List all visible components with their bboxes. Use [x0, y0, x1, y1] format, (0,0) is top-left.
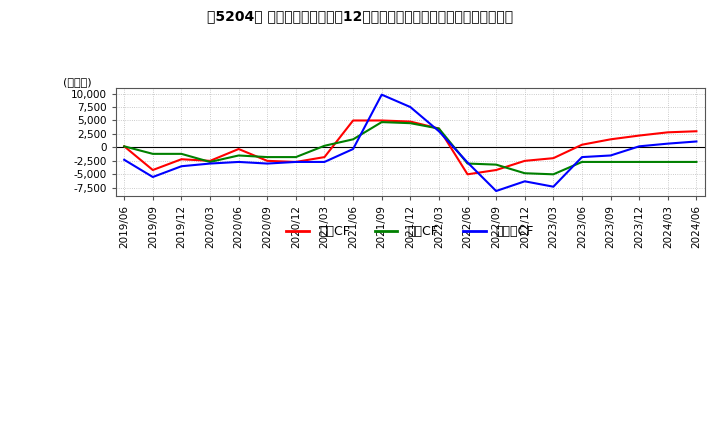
投資CF: [206, 159, 215, 165]
営業CF: [549, 155, 558, 161]
営業CF: [492, 167, 500, 172]
フリーCF: [263, 161, 271, 166]
営業CF: [177, 157, 186, 162]
投資CF: [492, 162, 500, 167]
フリーCF: [577, 154, 586, 160]
フリーCF: [635, 144, 644, 149]
営業CF: [234, 147, 243, 152]
営業CF: [577, 142, 586, 147]
投資CF: [234, 153, 243, 158]
フリーCF: [492, 188, 500, 194]
フリーCF: [692, 139, 701, 144]
フリーCF: [549, 184, 558, 189]
フリーCF: [664, 141, 672, 146]
フリーCF: [463, 160, 472, 165]
投資CF: [177, 151, 186, 157]
投資CF: [348, 137, 357, 142]
Line: 投資CF: 投資CF: [125, 122, 696, 174]
フリーCF: [521, 179, 529, 184]
営業CF: [377, 118, 386, 123]
営業CF: [348, 118, 357, 123]
投資CF: [377, 120, 386, 125]
フリーCF: [206, 161, 215, 166]
投資CF: [549, 172, 558, 177]
営業CF: [435, 126, 444, 131]
フリーCF: [406, 104, 415, 110]
営業CF: [263, 158, 271, 164]
Line: フリーCF: フリーCF: [125, 95, 696, 191]
フリーCF: [348, 147, 357, 152]
投資CF: [320, 143, 329, 148]
営業CF: [664, 130, 672, 135]
営業CF: [692, 128, 701, 134]
投資CF: [435, 126, 444, 131]
フリーCF: [377, 92, 386, 97]
投資CF: [664, 159, 672, 165]
営業CF: [148, 167, 157, 172]
投資CF: [463, 161, 472, 166]
投資CF: [406, 121, 415, 126]
フリーCF: [320, 159, 329, 165]
フリーCF: [292, 159, 300, 165]
投資CF: [120, 144, 129, 149]
営業CF: [635, 133, 644, 138]
フリーCF: [148, 174, 157, 180]
Text: 【5204】 キャッシュフローの12か月移動合計の対前年同期増減額の推移: 【5204】 キャッシュフローの12か月移動合計の対前年同期増減額の推移: [207, 9, 513, 23]
フリーCF: [120, 157, 129, 162]
投資CF: [577, 159, 586, 165]
投資CF: [148, 151, 157, 157]
営業CF: [120, 144, 129, 149]
フリーCF: [606, 153, 615, 158]
Legend: 営業CF, 投資CF, フリーCF: 営業CF, 投資CF, フリーCF: [282, 220, 539, 243]
営業CF: [206, 158, 215, 164]
投資CF: [292, 154, 300, 160]
投資CF: [606, 159, 615, 165]
フリーCF: [234, 159, 243, 165]
営業CF: [320, 154, 329, 160]
営業CF: [406, 119, 415, 124]
Line: 営業CF: 営業CF: [125, 121, 696, 174]
フリーCF: [435, 128, 444, 134]
投資CF: [263, 154, 271, 160]
フリーCF: [177, 164, 186, 169]
投資CF: [692, 159, 701, 165]
営業CF: [606, 137, 615, 142]
営業CF: [292, 159, 300, 165]
投資CF: [521, 171, 529, 176]
投資CF: [635, 159, 644, 165]
営業CF: [463, 172, 472, 177]
Text: (百万円): (百万円): [63, 77, 91, 87]
営業CF: [521, 158, 529, 164]
